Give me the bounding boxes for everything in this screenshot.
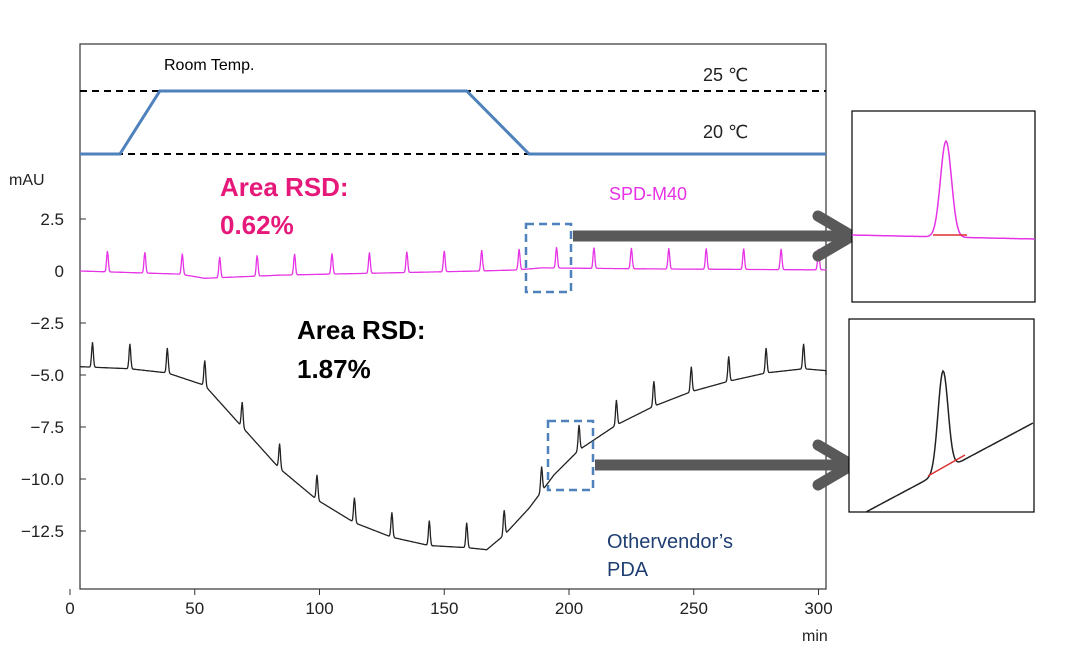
y-axis-ticks: 2.5 0 −2.5 −5.0 −7.5 −10.0 −12.5 — [21, 210, 86, 541]
spd-series-label: SPD-M40 — [609, 184, 687, 204]
pda-inset-integration-line — [927, 454, 966, 477]
temp-20-label: 20 ℃ — [703, 122, 748, 142]
y-tick-label: −10.0 — [21, 470, 64, 489]
x-tick-label: 200 — [555, 599, 583, 618]
spd-zoom-box — [524, 222, 573, 294]
spd-arrow — [573, 210, 858, 262]
y-tick-label: 0 — [55, 262, 64, 281]
spd-inset-peak — [852, 139, 1035, 240]
y-tick-label: −12.5 — [21, 522, 64, 541]
pda-series-label-line2: PDA — [607, 559, 649, 581]
pda-zoom-inset — [848, 318, 1035, 513]
pda-arrow — [595, 439, 858, 491]
pda-series-label-line1: Othervendor’s — [607, 531, 733, 553]
series-line-1 — [80, 342, 827, 551]
traces — [80, 247, 827, 551]
x-axis-ticks: 0 50 100 150 200 250 300 — [65, 589, 833, 618]
x-tick-label: 300 — [804, 599, 832, 618]
room-temp-label: Room Temp. — [164, 57, 254, 74]
y-axis-unit: mAU — [9, 172, 45, 189]
y-tick-label: −5.0 — [30, 366, 64, 385]
x-tick-label: 50 — [185, 599, 204, 618]
y-tick-label: −2.5 — [30, 314, 64, 333]
room-temp-line — [80, 89, 826, 156]
spd-area-rsd-value: 0.62% — [220, 210, 294, 240]
x-axis-unit: min — [802, 628, 828, 645]
x-tick-label: 250 — [680, 599, 708, 618]
plot-frame — [79, 43, 827, 590]
spd-area-rsd-title: Area RSD: — [220, 172, 349, 202]
x-tick-label: 0 — [65, 599, 74, 618]
x-tick-label: 100 — [305, 599, 333, 618]
spd-zoom-inset — [851, 110, 1036, 303]
pda-area-rsd-title: Area RSD: — [297, 315, 426, 345]
pda-area-rsd-value: 1.87% — [297, 354, 371, 384]
temperature-panel: Room Temp. 25 ℃ 20 ℃ — [80, 57, 826, 156]
y-tick-label: 2.5 — [40, 210, 64, 229]
x-tick-label: 150 — [430, 599, 458, 618]
temp-25-label: 25 ℃ — [703, 65, 748, 85]
pda-zoom-box — [546, 419, 595, 492]
y-tick-label: −7.5 — [30, 418, 64, 437]
series-line-0 — [80, 247, 827, 279]
pda-inset-peak — [865, 369, 1034, 513]
